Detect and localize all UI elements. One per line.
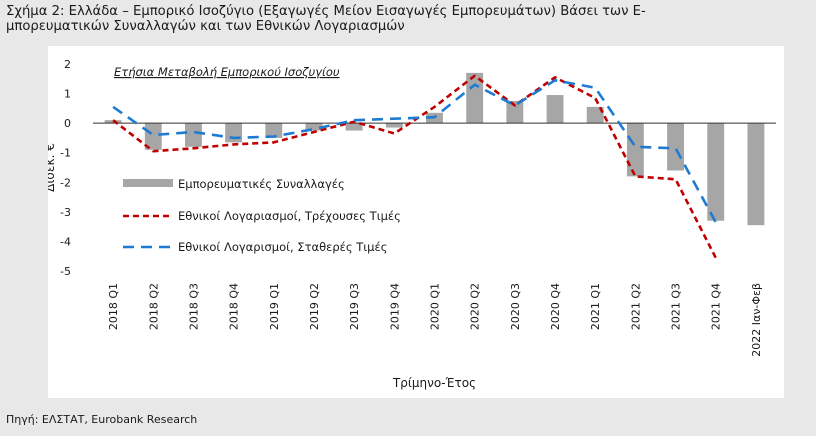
bar xyxy=(345,123,363,131)
x-tick-label: 2019 Q2 xyxy=(308,283,321,330)
balance-chart: 2 1 0 -1 -2 -3 -4 -5 Δισεκ. € 2018 Q1 2018 Q2 2018 … xyxy=(48,58,776,390)
bar xyxy=(305,123,323,131)
x-tick-label: 2019 Q1 xyxy=(268,283,281,330)
legend-label: Εμπορευματικές Συναλλαγές xyxy=(178,177,345,191)
x-tick-label: 2019 Q3 xyxy=(348,283,361,330)
legend-label: Εθνικοί Λογαριασμοί, Τρέχουσες Τιμές xyxy=(178,209,401,223)
y-tick-label: -1 xyxy=(60,147,71,160)
x-tick-label: 2021 Q4 xyxy=(710,283,723,330)
y-tick-label: -5 xyxy=(60,265,71,278)
figure-title-line-2: μπορευματικών Συναλλαγών και των Εθνικών… xyxy=(6,19,405,34)
y-tick-label: 2 xyxy=(64,58,71,71)
bar xyxy=(626,123,644,177)
y-tick-label: 1 xyxy=(64,88,71,101)
y-tick-label: -3 xyxy=(60,206,71,219)
y-tick-label: -4 xyxy=(60,235,71,248)
x-axis-label: Τρίμηνο-Έτος xyxy=(392,376,476,390)
bar xyxy=(385,123,403,128)
y-tick-label: 0 xyxy=(64,117,71,130)
x-tick-label: 2020 Q1 xyxy=(429,283,442,330)
x-tick-label: 2019 Q4 xyxy=(388,283,401,330)
x-tick-label: 2018 Q1 xyxy=(107,283,120,330)
x-tick-label: 2020 Q2 xyxy=(469,283,482,330)
y-axis-label: Δισεκ. € xyxy=(48,143,57,192)
bar xyxy=(586,106,604,124)
x-tick-label: 2021 Q3 xyxy=(670,283,683,330)
figure-title: Σχήμα 2: Ελλάδα – Εμπορικό Ισοζύγιο (Εξα… xyxy=(6,4,812,34)
bar xyxy=(144,123,162,150)
x-tick-label: 2018 Q3 xyxy=(187,283,200,330)
x-tick-label: 2021 Q2 xyxy=(629,283,642,330)
line-current-prices xyxy=(112,74,717,259)
source-note: Πηγή: ΕΛΣΤΑΤ, Eurobank Research xyxy=(6,413,198,426)
bar xyxy=(667,123,684,171)
bar xyxy=(185,123,202,147)
x-tick-label: 2020 Q3 xyxy=(509,283,522,330)
bar xyxy=(707,123,725,221)
x-tick-label: 2018 Q4 xyxy=(228,283,241,330)
figure-title-line-1: Σχήμα 2: Ελλάδα – Εμπορικό Ισοζύγιο (Εξα… xyxy=(6,4,646,19)
y-tick-label: -2 xyxy=(60,176,71,189)
chart-panel: 2 1 0 -1 -2 -3 -4 -5 Δισεκ. € 2018 Q1 2018 Q2 2018 … xyxy=(48,46,784,398)
bar xyxy=(506,100,524,124)
chart-title: Ετήσια Μεταβολή Εμπορικού Ισοζυγίου xyxy=(114,65,340,79)
line-constant-prices xyxy=(112,79,717,223)
legend-label: Εθνικοί Λογαρισμοί, Σταθερές Τιμές xyxy=(178,240,387,254)
x-tick-label: 2018 Q2 xyxy=(147,283,160,330)
x-tick-label: 2021 Q1 xyxy=(589,283,602,330)
legend-swatch-bar xyxy=(123,179,173,187)
bar xyxy=(225,123,243,143)
x-tick-label: 2022 Ιαν-Φεβ xyxy=(750,283,763,357)
bar xyxy=(265,123,283,138)
bar xyxy=(747,123,765,226)
x-tick-label: 2020 Q4 xyxy=(549,283,562,330)
bar xyxy=(546,95,564,124)
